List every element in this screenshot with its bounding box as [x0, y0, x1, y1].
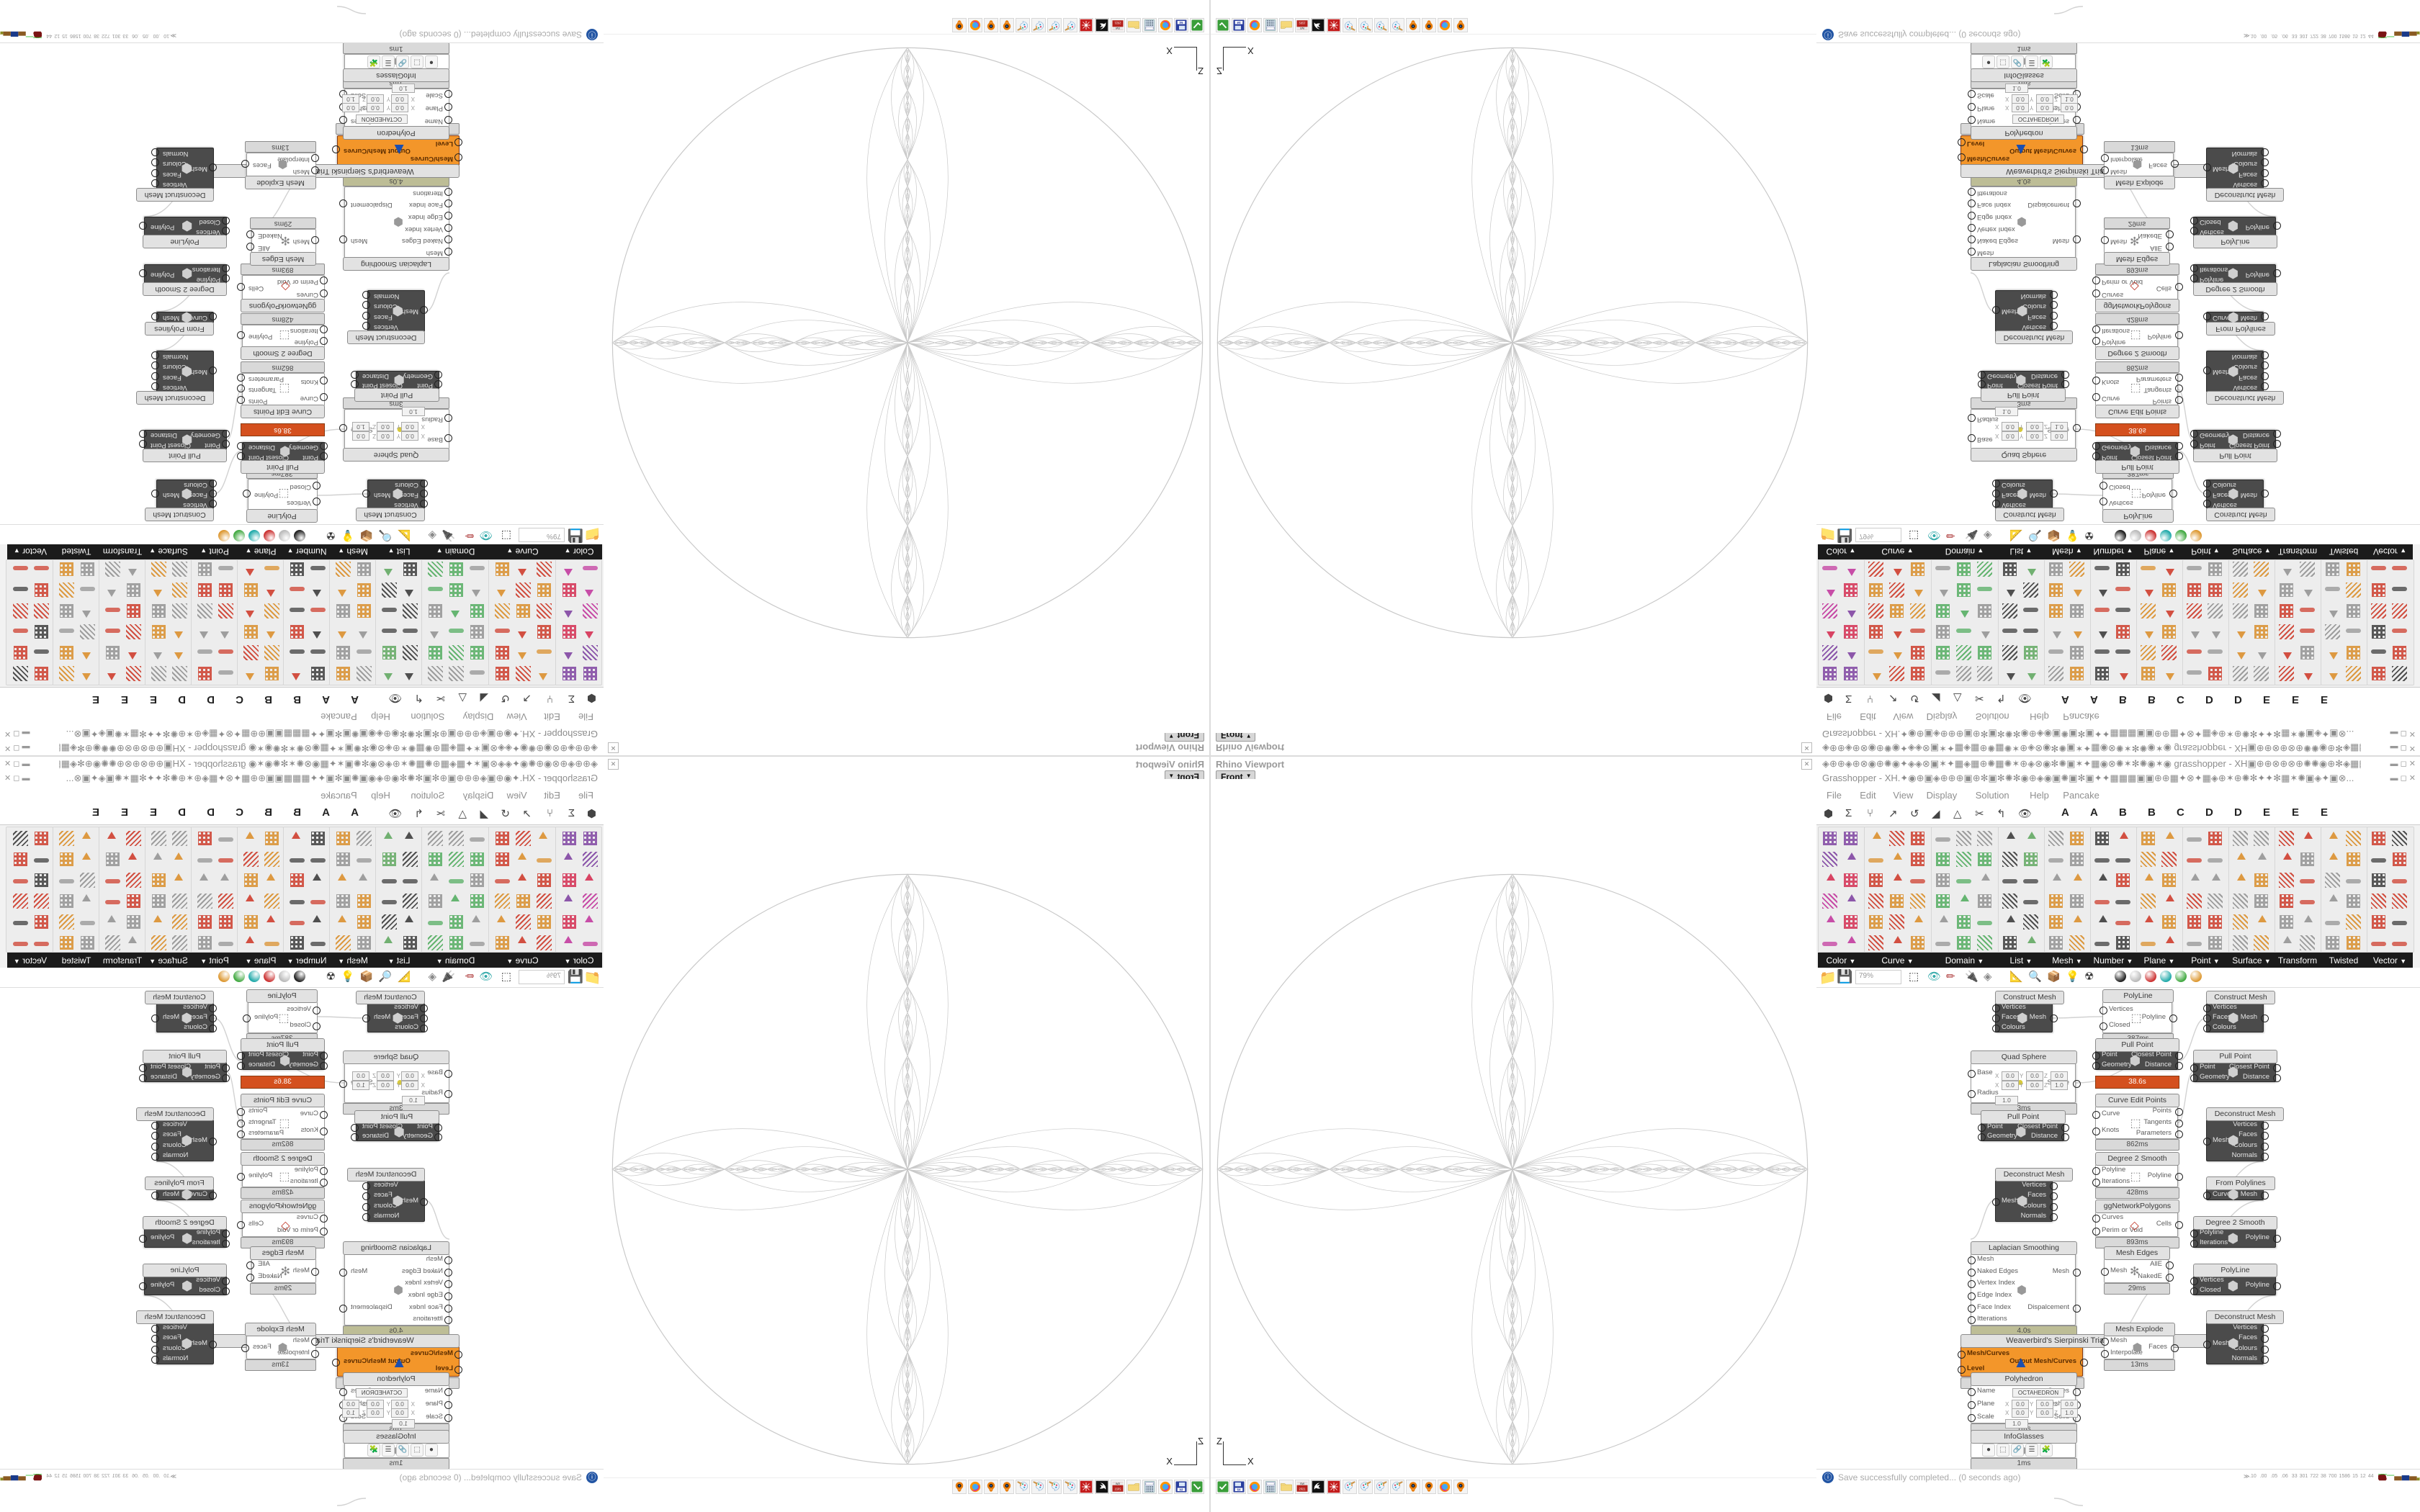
- svg-text:SW: SW: [1116, 1482, 1121, 1485]
- svg-text:64: 64: [1179, 21, 1183, 24]
- svg-text:64: 64: [1237, 1488, 1241, 1491]
- svg-text:SW: SW: [1300, 27, 1305, 30]
- svg-text:2021: 2021: [1299, 1488, 1306, 1491]
- svg-text:64: 64: [1237, 21, 1241, 24]
- svg-text:2021: 2021: [1114, 22, 1121, 25]
- svg-text:SW: SW: [1300, 1482, 1305, 1485]
- svg-text:2021: 2021: [1299, 22, 1306, 25]
- svg-text:2021: 2021: [1114, 1488, 1121, 1491]
- svg-text:SW: SW: [1116, 27, 1121, 30]
- svg-text:64: 64: [1179, 1488, 1183, 1491]
